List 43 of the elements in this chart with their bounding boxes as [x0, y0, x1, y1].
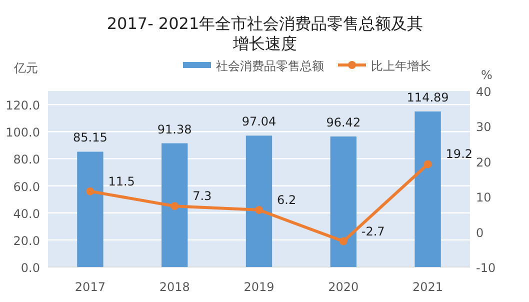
- data-label: 114.89: [406, 90, 449, 104]
- point: [170, 202, 179, 210]
- x-tick-label: 2021: [412, 280, 444, 294]
- x-tick-label: 2020: [328, 280, 359, 294]
- y-tick-label: 40.0: [13, 206, 40, 221]
- point: [255, 206, 263, 214]
- y-tick-label: 0.0: [20, 261, 40, 275]
- bar: [77, 152, 104, 267]
- y2-tick-label: -10: [476, 261, 496, 275]
- point: [424, 160, 432, 168]
- point: [86, 187, 94, 196]
- data-label: 91.38: [157, 122, 192, 136]
- bar: [162, 143, 188, 267]
- y2-tick-label: 0: [476, 226, 484, 240]
- chart-title: 2017- 2021年全市社会消费品零售总额及其增长速度: [106, 14, 424, 54]
- bar: [414, 111, 441, 267]
- x-tick-label: 2018: [159, 280, 190, 294]
- data-label: 96.42: [326, 115, 361, 130]
- y-tick-label: 60.0: [13, 180, 40, 194]
- data-label: 85.15: [73, 130, 108, 145]
- data-label: -2.7: [361, 224, 385, 238]
- point: [339, 237, 348, 246]
- legend-label: 社会消费品零售总额: [216, 59, 324, 73]
- y-tick-label: 120.0: [6, 98, 40, 113]
- y-tick-label: 20.0: [13, 234, 40, 248]
- y-axis-title: 亿元: [13, 61, 38, 75]
- bar: [246, 136, 272, 267]
- data-label: 11.5: [108, 174, 135, 188]
- data-label: 19.2: [446, 147, 473, 162]
- data-label: 7.3: [192, 189, 212, 204]
- y2-tick-label: 30: [476, 120, 492, 134]
- y2-axis-title: %: [481, 68, 492, 82]
- legend-label: 比上年增长: [371, 59, 431, 73]
- x-tick-label: 2017: [74, 280, 106, 294]
- bar: [330, 136, 356, 267]
- y2-tick-label: 40: [476, 85, 492, 99]
- data-label: 6.2: [277, 192, 296, 207]
- data-label: 97.04: [242, 114, 276, 129]
- x-tick-label: 2019: [244, 280, 274, 294]
- y-tick-label: 100.0: [6, 126, 40, 140]
- y2-tick-label: 10: [476, 190, 492, 205]
- y-tick-label: 80.0: [13, 152, 40, 167]
- y2-tick-label: 20: [476, 155, 492, 170]
